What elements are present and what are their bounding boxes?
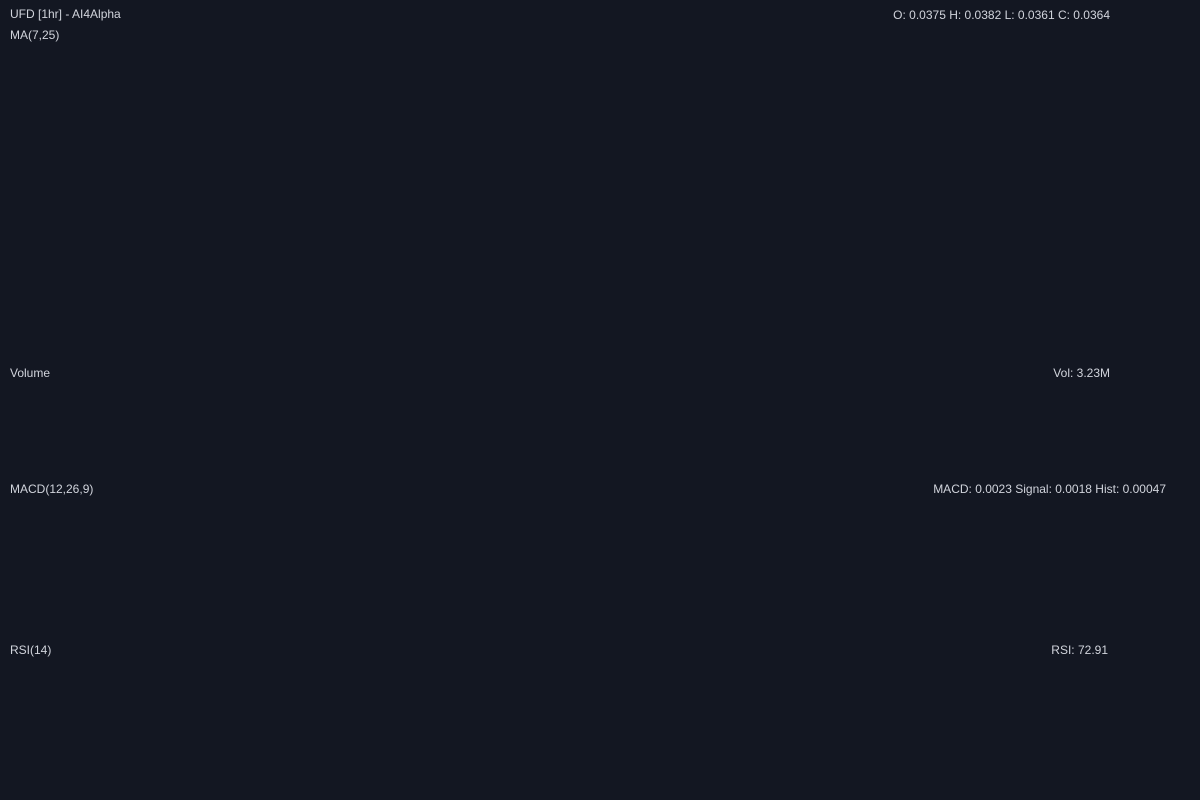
indicator-label: MA(7,25) (10, 28, 59, 42)
macd-readout: MACD: 0.0023 Signal: 0.0018 Hist: 0.0004… (933, 482, 1166, 496)
volume-title: Volume (10, 366, 50, 380)
ohlc-readout: O: 0.0375 H: 0.0382 L: 0.0361 C: 0.0364 (893, 8, 1110, 22)
rsi-readout: RSI: 72.91 (1051, 643, 1108, 657)
chart-title: UFD [1hr] - AI4Alpha (10, 7, 121, 21)
labels-layer: UFD [1hr] - AI4Alpha MA(7,25) O: 0.0375 … (10, 7, 1166, 657)
volume-readout: Vol: 3.23M (1053, 366, 1110, 380)
macd-title: MACD(12,26,9) (10, 482, 93, 496)
rsi-title: RSI(14) (10, 643, 51, 657)
